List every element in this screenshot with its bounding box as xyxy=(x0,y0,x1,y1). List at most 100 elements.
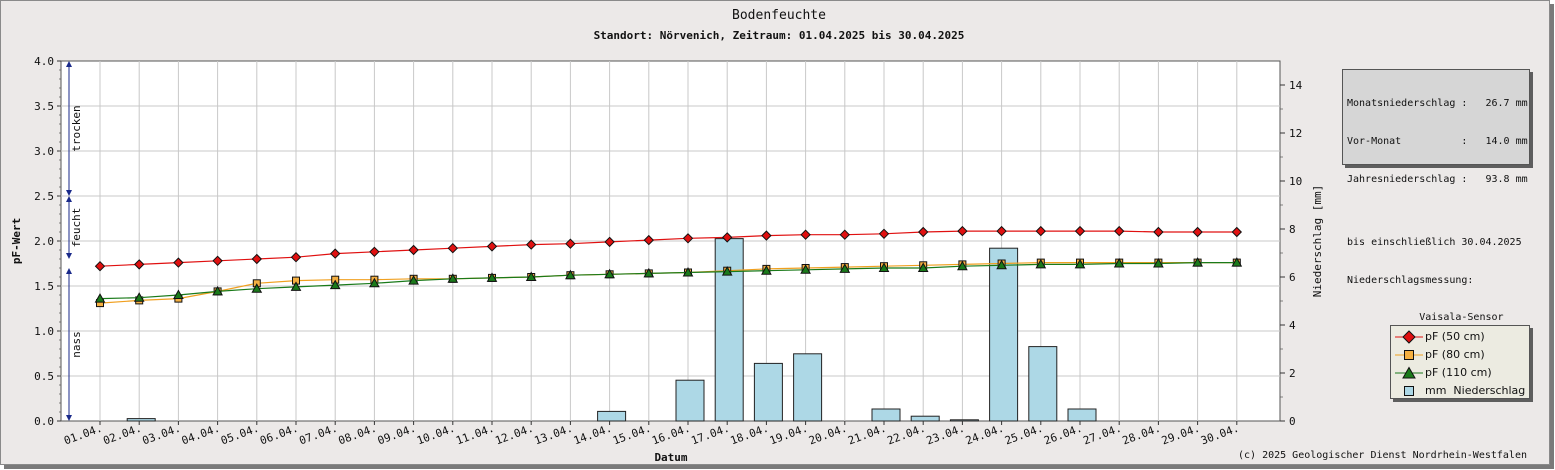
diamond-marker-icon xyxy=(1395,330,1423,344)
precipitation-bar xyxy=(1028,346,1058,422)
diamond-marker xyxy=(369,246,380,258)
x-tick-label: 15.04. xyxy=(611,422,653,448)
triangle-marker xyxy=(408,275,419,285)
legend: pF (50 cm) pF (80 cm) pF (110 cm) mm Nie… xyxy=(1390,325,1530,399)
zone-arrow-down-icon xyxy=(66,190,72,196)
x-tick-label: 20.04. xyxy=(807,422,849,448)
triangle-marker xyxy=(761,265,772,275)
legend-label: mm Niederschlag xyxy=(1425,384,1526,397)
diamond-marker xyxy=(447,242,459,254)
info-line: Vaisala-Sensor xyxy=(1347,312,1504,324)
diamond-marker xyxy=(251,253,263,265)
triangle-marker xyxy=(329,279,341,290)
y2-tick-label: 10 xyxy=(1289,175,1302,188)
x-tick-label: 14.04. xyxy=(572,422,614,448)
info-line: Monatsniederschlag : 26.7 mm xyxy=(1347,98,1528,110)
y2-tick-label: 12 xyxy=(1289,127,1302,140)
precipitation-bar xyxy=(949,419,979,422)
diamond-marker xyxy=(800,229,811,240)
triangle-marker xyxy=(1153,257,1164,268)
triangle-marker xyxy=(290,281,302,291)
x-tick-label: 17.04. xyxy=(689,422,731,448)
diamond-marker xyxy=(839,229,851,240)
x-tick-label: 11.04. xyxy=(454,422,496,448)
precipitation-bar xyxy=(871,408,901,422)
zones-group: nass feucht trocken xyxy=(66,61,83,421)
y-tick-label: 2.0 xyxy=(34,235,54,248)
diamond-marker xyxy=(1231,226,1243,238)
x-tick-label: 03.04. xyxy=(141,422,183,448)
x-tick-label: 26.04. xyxy=(1042,422,1084,448)
triangle-marker xyxy=(604,268,615,279)
triangle-marker xyxy=(565,269,576,280)
x-tick-label: 30.04. xyxy=(1199,422,1241,448)
x-tick-label: 08.04. xyxy=(337,422,379,448)
copyright-text: (c) 2025 Geologischer Dienst Nordrhein-W… xyxy=(1238,450,1527,461)
legend-item-pf-110: pF (110 cm) xyxy=(1391,364,1529,382)
diamond-marker xyxy=(1035,225,1047,237)
triangle-marker xyxy=(1035,258,1047,269)
x-tick-label: 01.04. xyxy=(62,422,104,448)
triangle-marker xyxy=(1192,257,1203,267)
x-axis-label: Datum xyxy=(654,451,687,464)
diamond-marker xyxy=(212,255,223,267)
legend-item-pf-80: pF (80 cm) xyxy=(1391,346,1529,364)
y-tick-label: 3.5 xyxy=(34,100,54,113)
triangle-marker xyxy=(839,263,851,273)
x-tick-label: 05.04. xyxy=(219,422,261,448)
bars-group xyxy=(126,238,1097,422)
x-tick-label: 06.04. xyxy=(258,422,300,448)
triangle-marker xyxy=(369,277,380,288)
y-tick-label: 2.5 xyxy=(34,190,54,203)
x-tick-label: 13.04. xyxy=(533,422,575,448)
y2-tick-label: 4 xyxy=(1289,319,1296,332)
triangle-marker xyxy=(878,262,890,272)
diamond-marker xyxy=(486,241,498,252)
triangle-marker xyxy=(447,273,459,283)
x-tick-label: 10.04. xyxy=(415,422,457,448)
y2-tick-label: 6 xyxy=(1289,271,1296,284)
precipitation-bar xyxy=(753,362,783,422)
x-tick-label: 09.04. xyxy=(376,422,418,448)
diamond-marker xyxy=(1113,225,1125,237)
triangle-marker-icon xyxy=(1395,366,1423,379)
y-tick-label: 1.5 xyxy=(34,280,54,293)
zone-arrow-down-icon xyxy=(66,253,72,259)
diamond-marker xyxy=(996,225,1007,237)
info-line: Jahresniederschlag : 93.8 mm xyxy=(1347,173,1528,185)
x-tick-label: 07.04. xyxy=(297,422,339,448)
zone-arrow-up-icon xyxy=(66,61,72,67)
diamond-marker xyxy=(878,228,890,240)
zone-label: nass xyxy=(70,331,83,358)
x-tick-label: 22.04. xyxy=(885,422,927,448)
legend-label: pF (80 cm) xyxy=(1425,348,1485,361)
precipitation-bar xyxy=(910,415,940,422)
diamond-marker xyxy=(408,244,419,256)
y2-tick-label: 14 xyxy=(1289,79,1303,92)
diamond-marker xyxy=(173,257,184,268)
precipitation-bar xyxy=(989,247,1019,422)
zone-label: feucht xyxy=(70,208,83,248)
diamond-marker xyxy=(329,248,341,259)
triangle-marker xyxy=(1074,258,1086,269)
diamond-marker xyxy=(1153,226,1164,238)
x-tick-label: 18.04. xyxy=(729,422,771,448)
diamond-marker xyxy=(290,251,302,263)
diamond-marker xyxy=(682,233,694,244)
x-tick-label: 27.04. xyxy=(1081,422,1123,448)
diamond-marker xyxy=(94,260,106,272)
precipitation-bar xyxy=(675,379,705,422)
precipitation-bar xyxy=(597,410,627,422)
diamond-marker xyxy=(1192,226,1203,238)
triangle-marker xyxy=(800,264,811,274)
legend-label: pF (50 cm) xyxy=(1425,330,1485,343)
y-tick-label: 4.0 xyxy=(34,55,54,68)
legend-item-precipitation: mm Niederschlag xyxy=(1391,382,1529,400)
y2-axis-label: Niederschlag [mm] xyxy=(1311,185,1324,298)
y-tick-label: 1.0 xyxy=(34,325,54,338)
diamond-marker xyxy=(565,238,576,249)
triangle-marker xyxy=(133,292,145,302)
x-tick-label: 16.04. xyxy=(650,422,692,448)
y2-tick-label: 0 xyxy=(1289,415,1296,428)
zone-arrow-up-icon xyxy=(66,268,72,274)
